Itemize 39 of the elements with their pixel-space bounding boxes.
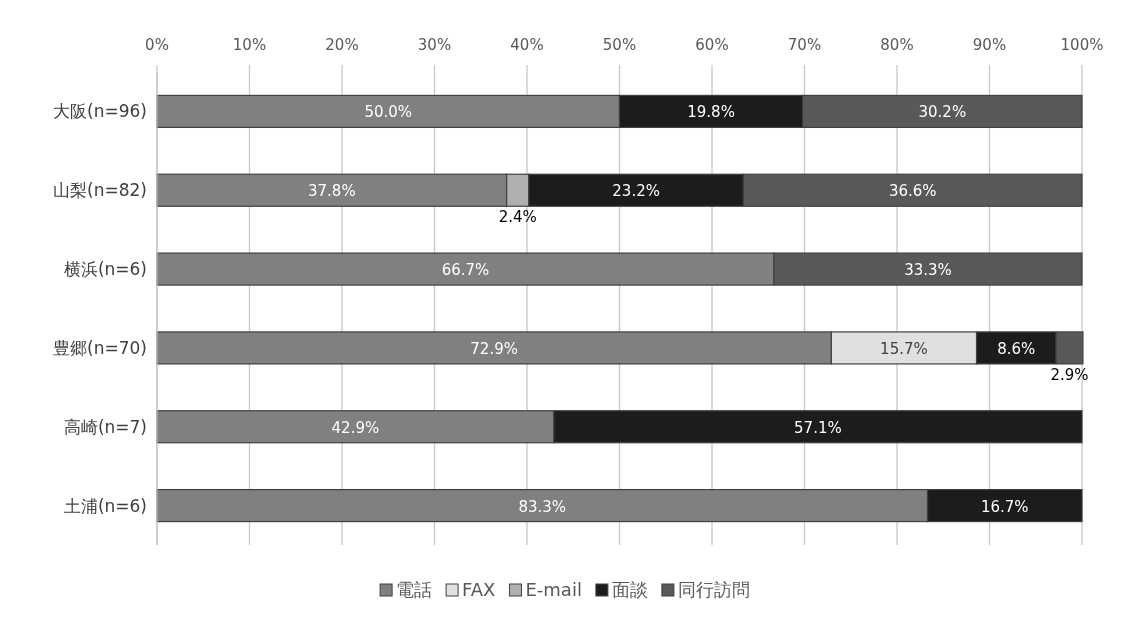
x-tick-label: 80% [880,36,914,54]
x-tick-label: 10% [232,36,267,54]
data-label: 19.8% [687,103,735,122]
data-label: 57.1% [794,418,842,437]
data-label: 42.9% [331,418,380,437]
data-label: 37.8% [308,182,356,201]
x-tick-label: 90% [972,36,1007,54]
data-label: 23.2% [612,182,660,201]
data-label: 83.3% [518,497,567,516]
x-tick-label: 30% [417,36,452,54]
data-label: 15.7% [880,339,928,358]
data-label: 30.2% [918,103,967,122]
data-label: 2.9% [1050,365,1089,384]
data-label: 50.0% [364,103,413,122]
x-tick-label: 60% [695,36,729,54]
y-tick-label: 豊郷(n=70) [53,337,147,358]
y-tick-label: 大阪(n=96) [53,101,147,122]
legend-label: E-mail [525,579,582,600]
x-tick-label: 100% [1060,36,1104,54]
data-label: 2.4% [498,208,537,227]
legend-label: 電話 [396,579,433,600]
y-tick-label: 土浦(n=6) [63,495,147,516]
legend-label: 同行訪問 [677,579,750,600]
y-tick-label: 山梨(n=82) [53,180,147,201]
data-label: 16.7% [980,497,1029,516]
y-tick-label: 高崎(n=7) [63,416,147,437]
data-label: 72.9% [470,339,518,358]
y-tick-label: 横浜(n=6) [63,259,147,280]
x-tick-label: 20% [325,36,359,54]
legend-label: FAX [462,579,496,600]
x-tick-label: 0% [145,36,169,54]
x-tick-label: 40% [510,36,544,54]
x-tick-label: 50% [602,36,637,54]
data-label: 66.7% [441,261,490,280]
data-label: 33.3% [904,261,952,280]
data-label: 8.6% [997,339,1036,358]
x-tick-label: 70% [787,36,822,54]
legend-label: 面談 [611,579,648,600]
data-label: 36.6% [888,182,937,201]
